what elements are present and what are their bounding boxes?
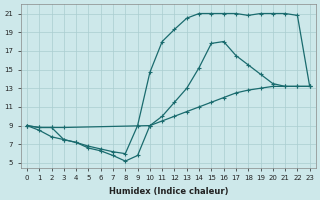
X-axis label: Humidex (Indice chaleur): Humidex (Indice chaleur) [108, 187, 228, 196]
